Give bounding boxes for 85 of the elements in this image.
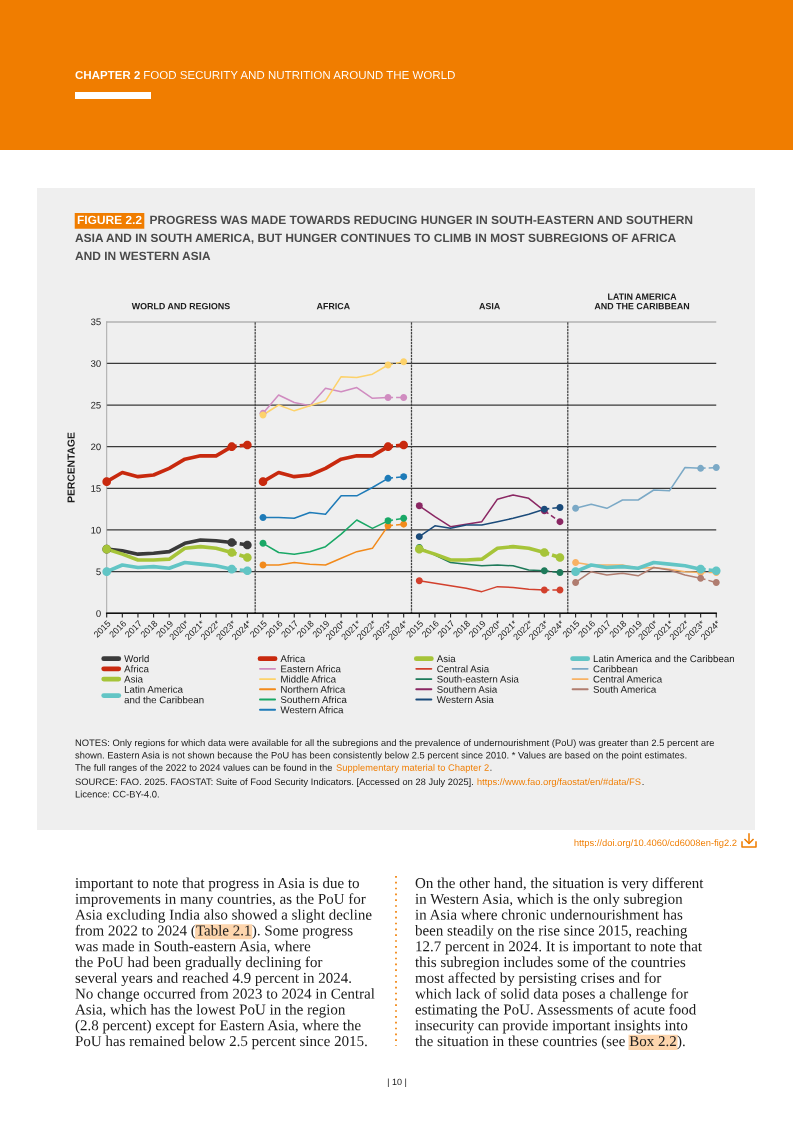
text: https://www.fao.org/faostat/en/#data/FS — [477, 778, 641, 787]
point — [572, 504, 580, 512]
point — [243, 540, 252, 550]
y-axis-title: PERCENTAGE — [67, 432, 75, 503]
legend-label: Caribbean — [593, 665, 638, 673]
legend-label: South-eastern Asia — [437, 675, 519, 683]
point — [400, 394, 408, 401]
point — [102, 477, 112, 486]
point — [258, 477, 268, 486]
point — [259, 539, 267, 547]
y-tick-label: 30 — [91, 360, 101, 367]
text: CHAPTER 2 — [75, 70, 140, 80]
point — [384, 394, 392, 401]
legend-label: Latin America and the Caribbean — [124, 685, 204, 704]
point — [540, 548, 549, 557]
text: https://doi.org/10.4060/cd6008en-fig2.2 — [574, 839, 737, 848]
text: ). — [677, 1035, 685, 1050]
point — [399, 440, 408, 450]
point — [227, 538, 237, 547]
legend-label: Middle Africa — [281, 675, 337, 683]
point — [712, 579, 720, 586]
caption: Table 2.1 — [196, 924, 251, 936]
point — [415, 502, 423, 510]
chart-title: LATIN AMERICA AND THE CARIBBEAN — [594, 293, 690, 310]
point — [555, 553, 565, 562]
legend-label: Western Africa — [280, 706, 344, 714]
y-tick-label: 15 — [91, 485, 101, 492]
caption: FIGURE 2.2 — [77, 215, 142, 225]
legend-label: Southern Africa — [280, 695, 347, 704]
legend-label: Asia — [124, 675, 144, 683]
y-tick-label: 35 — [91, 318, 101, 326]
point — [556, 569, 564, 576]
legend-label: Southern Asia — [437, 685, 498, 693]
legend-label: Africa — [124, 665, 149, 673]
text: FOOD SECURITY AND NUTRITION AROUND THE WORLD — [144, 70, 455, 80]
point — [697, 574, 705, 582]
point — [556, 518, 564, 526]
legend-label: South America — [593, 685, 657, 693]
legend-label: Northern Africa — [281, 685, 346, 693]
chart-title: WORLD AND REGIONS — [131, 302, 230, 310]
chart-title: ASIA — [479, 302, 501, 310]
legend-label: Latin America and the Caribbean — [593, 655, 734, 663]
point — [259, 514, 267, 521]
point — [556, 504, 564, 511]
point — [384, 517, 392, 525]
point — [227, 564, 237, 574]
point — [243, 440, 252, 450]
point — [697, 464, 705, 472]
chart-title: AFRICA — [316, 302, 350, 310]
text: Box 2.2 — [629, 1036, 676, 1047]
point — [415, 533, 423, 541]
point — [400, 514, 408, 522]
point — [400, 520, 408, 528]
point — [540, 586, 548, 594]
point — [415, 577, 423, 585]
point — [696, 564, 705, 574]
point — [243, 553, 252, 562]
y-tick-label: 10 — [91, 526, 101, 534]
text: | 10 | — [387, 1078, 407, 1087]
text: . — [490, 769, 492, 771]
point — [400, 473, 408, 481]
point — [227, 548, 237, 557]
legend-label: World — [124, 655, 149, 663]
y-tick-label: 20 — [91, 443, 101, 451]
legend-label: Eastern Africa — [281, 665, 341, 673]
point — [712, 464, 720, 471]
point — [243, 566, 252, 576]
y-tick-label: 25 — [91, 401, 101, 409]
legend-label: Western Asia — [436, 695, 494, 704]
legend-label: Central America — [593, 675, 663, 683]
point — [227, 442, 237, 451]
point — [571, 567, 580, 576]
y-tick-label: 5 — [96, 568, 101, 576]
point — [540, 567, 548, 575]
legend-label: Central Asia — [437, 665, 490, 673]
point — [400, 358, 408, 366]
point — [384, 474, 392, 482]
y-tick-label: 0 — [96, 610, 101, 617]
text: Supplementary material to Chapter 2 — [336, 764, 489, 773]
legend-label: Africa — [280, 655, 306, 663]
point — [383, 442, 393, 451]
legend-label: Asia — [436, 655, 456, 663]
point — [572, 579, 580, 586]
point — [102, 567, 112, 576]
point — [572, 559, 580, 566]
